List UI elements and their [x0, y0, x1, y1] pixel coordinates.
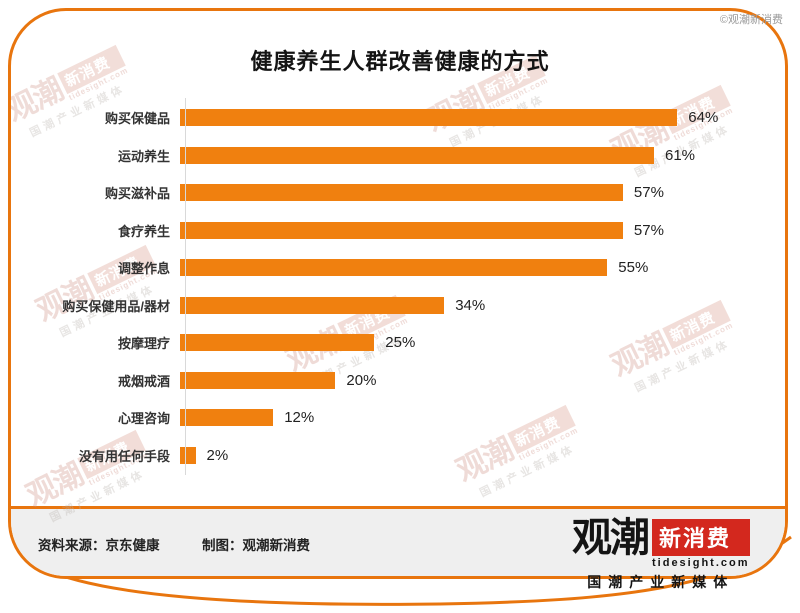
value-label: 57%: [633, 184, 664, 202]
chart-row: 戒烟戒酒 20%: [30, 362, 718, 400]
category-label: 心理咨询: [117, 411, 170, 427]
bar: [180, 221, 623, 239]
category-label: 食疗养生: [117, 223, 170, 239]
value-label: 12%: [284, 409, 315, 427]
brand-logo-top: 观潮 新消费 tidesight.com: [572, 516, 750, 569]
logo-domain: tidesight.com: [652, 557, 750, 569]
chart-row: 食疗养生 57%: [30, 212, 718, 250]
chart-title: 健康养生人群改善健康的方式: [250, 49, 550, 74]
chart-row: 调整作息 55%: [30, 249, 718, 287]
value-label: 61%: [665, 146, 696, 164]
bar: [180, 146, 654, 164]
chart-card: 观潮新消费tidesight.com国潮产业新媒体观潮新消费tidesight.…: [8, 8, 788, 579]
value-label: 57%: [633, 221, 664, 239]
bar-chart: 购买保健品 64% 运动养生 61% 购买滋补品 57% 食疗养生 57% 调整…: [30, 98, 718, 475]
chart-row: 购买滋补品 57%: [30, 174, 718, 212]
bar: [180, 371, 336, 389]
chart-row: 购买保健用品/器材 34%: [30, 287, 718, 325]
chart-row: 没有用任何手段 2%: [30, 437, 718, 475]
bar: [180, 109, 678, 127]
category-label: 购买保健品: [104, 111, 170, 127]
bar: [180, 409, 274, 427]
bar: [180, 296, 445, 314]
category-label: 购买保健用品/器材: [62, 298, 170, 314]
value-label: 55%: [618, 259, 649, 277]
category-label: 运动养生: [117, 148, 170, 164]
chart-row: 运动养生 61%: [30, 137, 718, 175]
chart-row: 心理咨询 12%: [30, 399, 718, 437]
copyright-text: ©观潮新消费: [719, 14, 783, 26]
logo-tagline: 国潮产业新媒体: [587, 574, 735, 590]
logo-name-black: 观潮: [572, 516, 650, 560]
value-label: 25%: [385, 334, 416, 352]
chart-row: 购买保健品 64%: [30, 99, 718, 137]
category-label: 购买滋补品: [104, 186, 170, 202]
brand-logo-right: 新消费 tidesight.com: [652, 519, 750, 569]
chart-row: 按摩理疗 25%: [30, 324, 718, 362]
brand-logo: 观潮 新消费 tidesight.com 国潮产业新媒体: [572, 516, 750, 592]
category-label: 戒烟戒酒: [117, 373, 170, 389]
bar: [180, 334, 375, 352]
category-label: 没有用任何手段: [78, 448, 170, 464]
chart-credit-label: 制图：观潮新消费: [202, 538, 310, 553]
bar: [180, 184, 623, 202]
category-label: 按摩理疗: [117, 336, 170, 352]
bar: [180, 259, 608, 277]
y-axis-line: [185, 98, 186, 475]
value-label: 20%: [346, 371, 377, 389]
logo-name-red: 新消费: [652, 519, 750, 556]
chart-rows: 购买保健品 64% 运动养生 61% 购买滋补品 57% 食疗养生 57% 调整…: [30, 99, 718, 474]
data-source-label: 资料来源：京东健康: [38, 538, 160, 553]
value-label: 64%: [688, 109, 719, 127]
value-label: 2%: [206, 446, 229, 464]
category-label: 调整作息: [117, 261, 170, 277]
value-label: 34%: [455, 296, 486, 314]
bar: [180, 446, 196, 464]
